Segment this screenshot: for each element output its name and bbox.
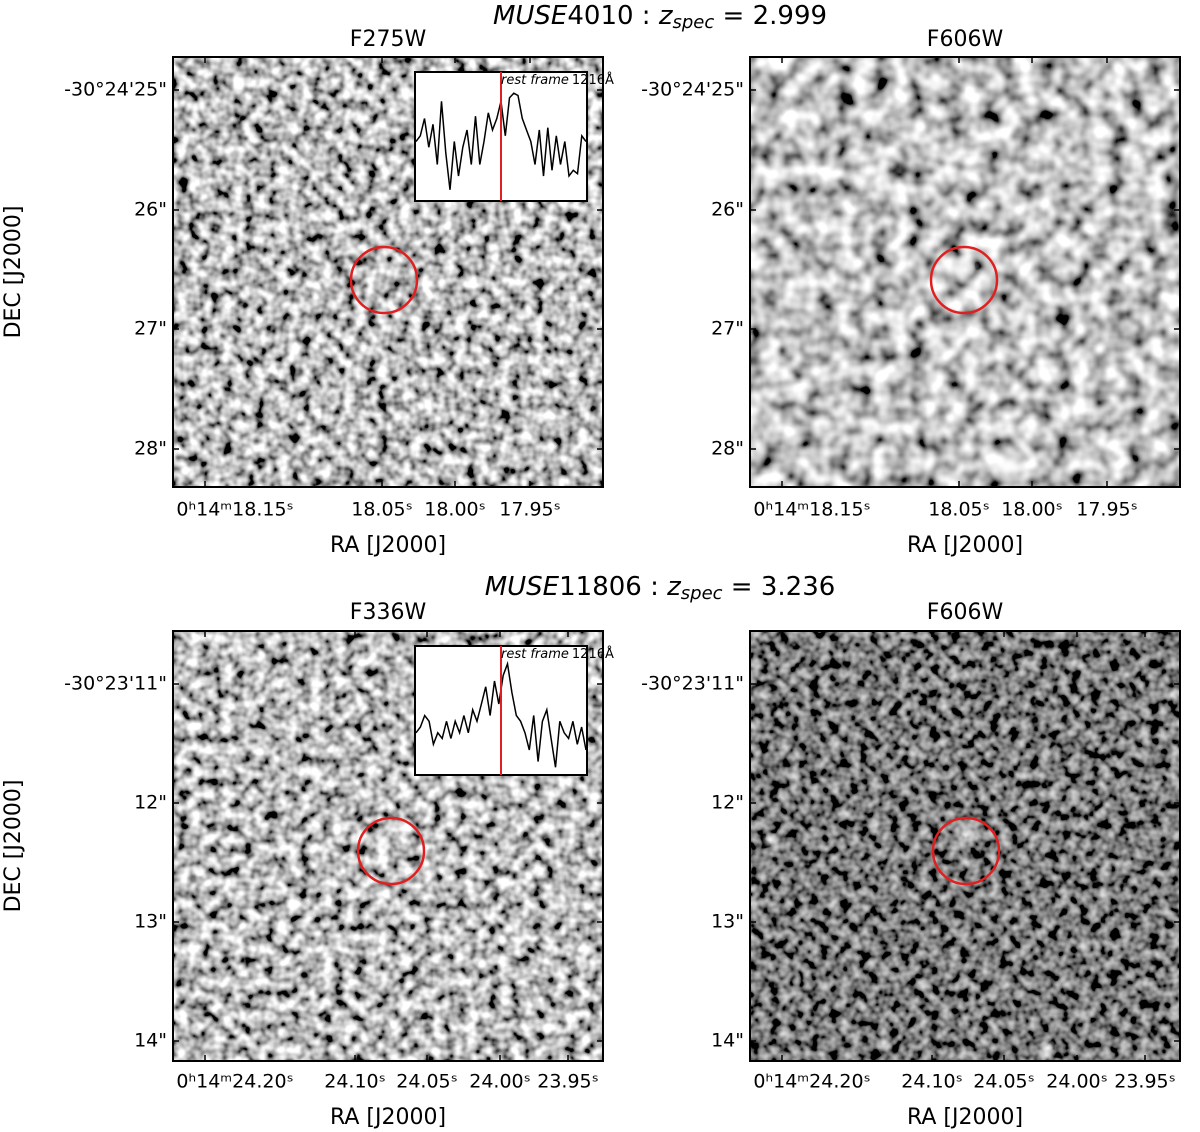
panel-title: F606W	[927, 600, 1004, 625]
title-z: z	[658, 1, 674, 31]
y-tick-label: 12"	[711, 792, 744, 814]
y-tick-label: 28"	[711, 438, 744, 460]
inset-label-italic: rest frame	[501, 647, 569, 662]
x-tick-label: 0ʰ14ᵐ18.15ˢ	[753, 499, 870, 521]
y-tick-label: 26"	[711, 199, 744, 221]
y-tick-label: -30°24'25"	[641, 79, 744, 101]
x-tick-label: 24.10ˢ	[901, 1071, 962, 1093]
target-circle	[929, 245, 999, 315]
panel: F275W -30°24'25" 26" 27" 28" 0ʰ14ᵐ18.15ˢ 18.05…	[1, 27, 614, 558]
x-axis-label: RA [J2000]	[330, 533, 446, 558]
title-object: MUSE	[493, 1, 568, 31]
inset-label: rest frame 1216Å	[501, 72, 614, 88]
bright-source	[953, 822, 979, 848]
frame	[172, 56, 604, 488]
y-tick-label: 14"	[134, 1030, 167, 1052]
figure-title: MUSE4010 : zspec = 2.999	[493, 1, 827, 34]
title-sub: spec	[673, 12, 715, 33]
x-axis-label: RA [J2000]	[330, 1105, 446, 1130]
y-tick-label: 26"	[134, 199, 167, 221]
bright-source	[848, 168, 876, 196]
y-tick-label: 13"	[134, 911, 167, 933]
x-tick-label: 24.05ˢ	[396, 1071, 457, 1093]
frame	[172, 630, 604, 1062]
bright-source	[949, 254, 981, 286]
target-circle	[931, 816, 1001, 886]
inset-label: rest frame 1216Å	[501, 646, 614, 662]
panel-title: F275W	[350, 27, 427, 52]
bright-source	[988, 445, 1028, 485]
x-tick-label: 24.10ˢ	[324, 1071, 385, 1093]
panel: F606W -30°24'25" 26" 27" 28" 0ʰ14ᵐ18.15ˢ 18.05…	[641, 27, 1181, 558]
title-sub: spec	[681, 583, 723, 604]
y-tick-label: 14"	[711, 1030, 744, 1052]
x-axis-label: RA [J2000]	[907, 1105, 1023, 1130]
y-tick-label: 27"	[711, 318, 744, 340]
panel: F606W -30°23'11" 12" 13" 14" 0ʰ14ᵐ24.20ˢ 24.10…	[641, 600, 1181, 1130]
target-circle	[349, 245, 419, 315]
x-tick-label: 18.05ˢ	[928, 499, 989, 521]
bright-source	[371, 828, 395, 852]
bright-source	[1039, 1039, 1057, 1057]
title-id: 11806 :	[559, 572, 667, 602]
y-axis-label: DEC [J2000]	[1, 780, 26, 913]
y-tick-label: -30°23'11"	[641, 673, 744, 695]
title-object: MUSE	[485, 572, 560, 602]
x-tick-label: 24.05ˢ	[973, 1071, 1034, 1093]
x-tick-label: 23.95ˢ	[537, 1071, 598, 1093]
x-tick-label: 17.95ˢ	[499, 499, 560, 521]
x-tick-label: 17.95ˢ	[1076, 499, 1137, 521]
inset-label-italic: rest frame	[501, 73, 569, 88]
title-id: 4010 :	[567, 1, 658, 31]
inset-label-rest: 1216Å	[572, 72, 614, 88]
title-rest: = 3.236	[723, 572, 836, 602]
x-tick-label: 18.00ˢ	[1001, 499, 1062, 521]
bright-source	[762, 832, 778, 848]
y-tick-label: 12"	[134, 792, 167, 814]
title-z: z	[666, 572, 682, 602]
y-tick-label: -30°24'25"	[64, 79, 167, 101]
x-axis-label: RA [J2000]	[907, 533, 1023, 558]
y-tick-label: 28"	[134, 438, 167, 460]
x-tick-label: 0ʰ14ᵐ24.20ˢ	[176, 1071, 293, 1093]
y-axis-label: DEC [J2000]	[1, 206, 26, 339]
x-tick-label: 23.95ˢ	[1114, 1071, 1175, 1093]
x-tick-label: 18.00ˢ	[424, 499, 485, 521]
target-circle	[356, 816, 426, 886]
x-tick-label: 0ʰ14ᵐ24.20ˢ	[753, 1071, 870, 1093]
y-tick-label: 27"	[134, 318, 167, 340]
x-tick-label: 0ʰ14ᵐ18.15ˢ	[176, 499, 293, 521]
y-tick-label: -30°23'11"	[64, 673, 167, 695]
title-rest: = 2.999	[714, 1, 827, 31]
x-tick-label: 24.00ˢ	[469, 1071, 530, 1093]
figure-title: MUSE11806 : zspec = 3.236	[485, 572, 836, 605]
y-tick-label: 13"	[711, 911, 744, 933]
panel-title: F336W	[350, 600, 427, 625]
bright-source	[790, 385, 810, 405]
frame	[749, 56, 1181, 488]
panel-title: F606W	[927, 27, 1004, 52]
x-tick-label: 18.05ˢ	[351, 499, 412, 521]
inset-label-rest: 1216Å	[572, 646, 614, 662]
frame	[749, 630, 1181, 1062]
panel: F336W -30°23'11" 12" 13" 14" 0ʰ14ᵐ24.20ˢ 24.10…	[1, 600, 614, 1130]
x-tick-label: 24.00ˢ	[1046, 1071, 1107, 1093]
